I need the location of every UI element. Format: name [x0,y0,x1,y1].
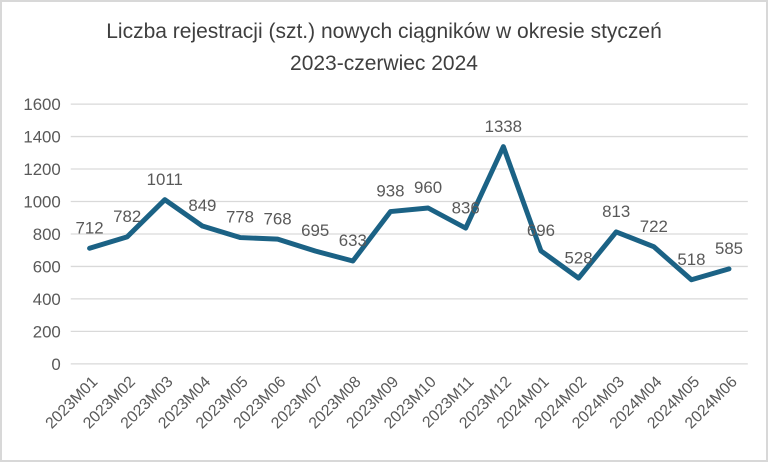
data-label: 695 [301,221,329,240]
series-group [87,144,732,283]
data-label: 722 [640,217,668,236]
data-label: 813 [602,202,630,221]
chart-title-line-1: Liczba rejestracji (szt.) nowych ciągnik… [106,20,662,43]
y-tick-label: 800 [33,225,61,244]
y-tick-label: 0 [51,355,60,374]
data-labels-group: 712 782 1011 849 778 768 695 633 938 960 836 1338 69… [75,117,743,269]
y-tick-label: 1400 [23,128,60,147]
gridlines-group [70,103,748,365]
y-tick-label: 400 [33,290,61,309]
data-label: 782 [113,207,141,226]
y-tick-label: 1000 [23,192,60,211]
data-label: 518 [677,250,705,269]
data-label: 849 [188,196,216,215]
data-label: 836 [452,198,480,217]
data-label: 696 [527,221,555,240]
data-label: 938 [376,182,404,201]
data-label: 633 [339,231,367,250]
data-label: 712 [75,218,103,237]
data-label: 768 [264,209,292,228]
data-label: 778 [226,208,254,227]
y-axis-labels-group: 0 200 400 600 800 1000 1200 1400 1600 [23,95,60,374]
chart-title-line-2: 2023-czerwiec 2024 [290,52,478,75]
y-tick-label: 1200 [23,160,60,179]
data-label: 528 [564,248,592,267]
data-label: 1011 [147,170,183,189]
y-tick-label: 200 [33,322,61,341]
y-tick-label: 600 [33,257,61,276]
chart-title: Liczba rejestracji (szt.) nowych ciągnik… [2,16,766,80]
x-axis-labels-group: 2023M012023M022023M032023M042023M052023M… [43,373,741,432]
data-label: 1338 [485,117,522,136]
y-tick-label: 1600 [23,95,60,114]
data-label: 585 [715,239,743,258]
data-label: 960 [414,178,442,197]
series-line [87,144,732,283]
